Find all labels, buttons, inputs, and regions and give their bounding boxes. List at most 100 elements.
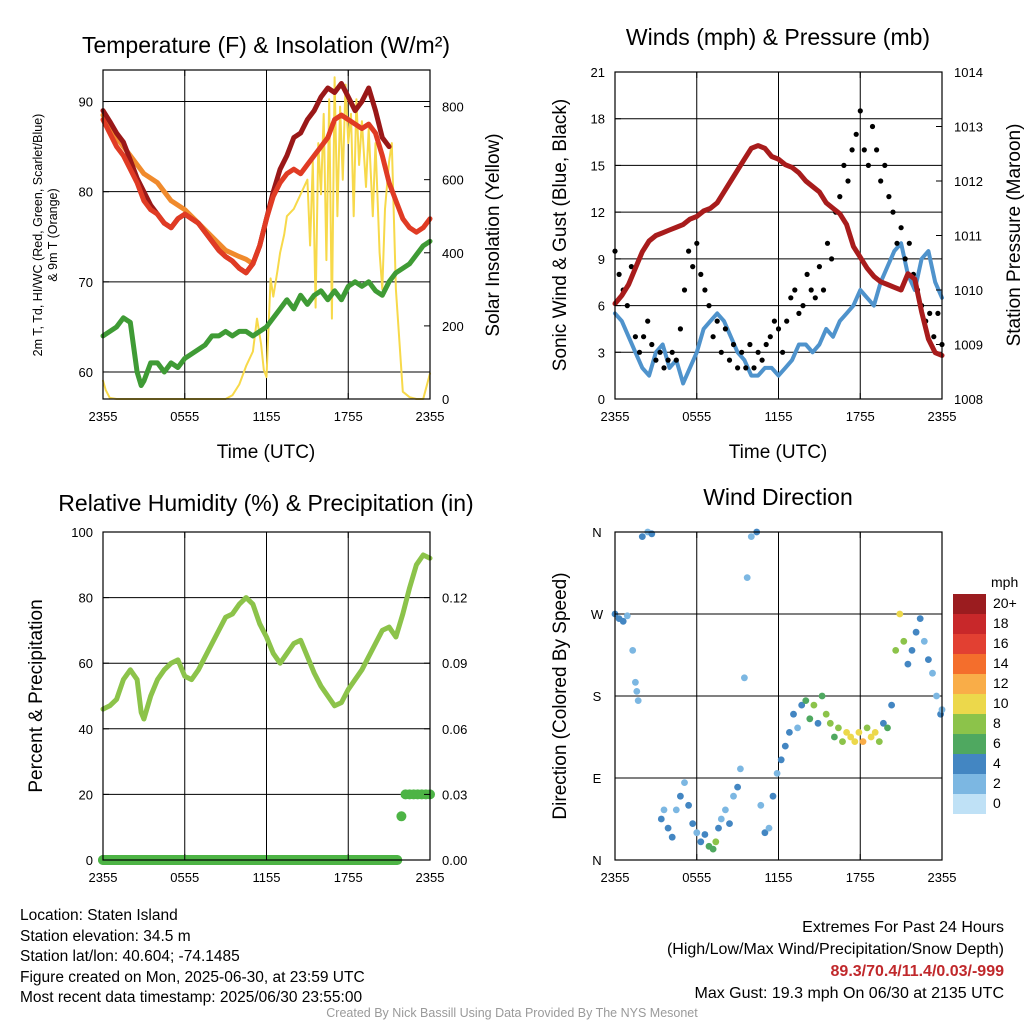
- gust-point: [816, 264, 823, 270]
- legend-swatch: [953, 634, 986, 654]
- direction-point: [851, 738, 859, 745]
- direction-point: [892, 647, 900, 654]
- gust-point: [677, 326, 684, 332]
- legend-label: 0: [993, 795, 1001, 811]
- gust-point: [767, 334, 773, 340]
- direction-point: [769, 792, 777, 800]
- y-tick-label: 15: [591, 158, 605, 173]
- x-tick-label: 0555: [682, 409, 711, 424]
- gust-point: [739, 349, 745, 355]
- y-tick-label: N: [592, 525, 601, 540]
- gust-point: [759, 357, 765, 363]
- x-tick-label: 2355: [416, 870, 445, 885]
- direction-point: [634, 697, 642, 704]
- gust-point: [657, 349, 663, 355]
- gust-point: [641, 334, 647, 340]
- legend-swatch: [953, 694, 986, 714]
- y-axis-title-right: Station Pressure (Maroon): [1004, 124, 1024, 347]
- x-axis-title: Time (UTC): [729, 442, 828, 463]
- y-tick-label-right: 400: [442, 246, 464, 261]
- gust-point: [624, 303, 630, 309]
- y-axis-title: Direction (Colored By Speed): [550, 572, 571, 819]
- legend-swatch: [953, 734, 986, 754]
- gust-point: [681, 287, 688, 293]
- y-tick-label-right: 0.12: [442, 591, 467, 606]
- direction-point: [920, 637, 928, 645]
- chart-title: Relative Humidity (%) & Precipitation (i…: [58, 490, 473, 516]
- gust-point: [645, 318, 651, 324]
- gust-point: [690, 264, 696, 270]
- x-tick-label: 0555: [170, 409, 199, 424]
- x-tick-label: 1155: [253, 409, 281, 424]
- y-tick-label-right: 1013: [954, 120, 983, 135]
- chart-title: Wind Direction: [703, 484, 853, 510]
- extremes-summary: Extremes For Past 24 Hours (High/Low/Max…: [667, 917, 1004, 1005]
- y-tick-label-right: 0.00: [442, 853, 467, 868]
- x-tick-label: 2355: [89, 409, 118, 424]
- direction-point: [925, 656, 932, 663]
- gust-point: [743, 365, 749, 371]
- y-tick-label-right: 0.09: [442, 656, 467, 671]
- legend-swatch: [953, 594, 986, 614]
- x-tick-label: 1155: [765, 409, 793, 424]
- y-tick-label: 40: [79, 722, 93, 737]
- y-tick-label-right: 1010: [954, 283, 983, 298]
- rh-line: [100, 552, 433, 722]
- legend-swatch: [953, 794, 986, 814]
- y-tick-label: W: [591, 607, 604, 622]
- direction-point: [777, 756, 785, 764]
- direction-point: [697, 838, 705, 846]
- legend-label: 6: [993, 735, 1001, 751]
- x-tick-label: 1755: [846, 870, 875, 885]
- direction-point: [884, 724, 891, 732]
- legend-title: mph: [991, 574, 1019, 590]
- direction-point: [888, 701, 895, 709]
- direction-point: [737, 765, 744, 773]
- gust-point: [665, 357, 671, 363]
- y-tick-label: 100: [71, 525, 93, 540]
- extremes-values: 89.3/70.4/11.4/0.03/-999: [830, 963, 1004, 980]
- direction-point: [623, 612, 631, 620]
- direction-point: [822, 710, 830, 718]
- direction-point: [633, 688, 641, 695]
- direction-point: [806, 715, 814, 723]
- x-tick-label: 1755: [334, 870, 363, 885]
- x-tick-label: 1755: [846, 409, 875, 424]
- y-tick-label: 3: [598, 345, 605, 360]
- direction-point: [741, 674, 748, 682]
- gust-point: [865, 162, 872, 168]
- direction-point: [722, 806, 729, 814]
- direction-point: [743, 574, 751, 581]
- direction-point: [863, 724, 871, 732]
- gust-point: [800, 303, 806, 309]
- gust-point: [837, 194, 843, 200]
- gust-point: [616, 271, 622, 277]
- gust-point: [792, 287, 798, 293]
- gust-point: [673, 357, 679, 363]
- direction-point: [693, 829, 701, 837]
- max-gust-text: Max Gust: 19.3 mph On 06/30 at 2135 UTC: [694, 985, 1005, 1002]
- gust-point: [808, 287, 814, 293]
- gust-point: [686, 248, 692, 254]
- y-tick-label: 20: [79, 787, 93, 802]
- y-tick-label-right: 800: [442, 100, 464, 115]
- winds-pressure-chart: Winds (mph) & Pressure (mb) Time (UTC) S…: [550, 24, 1024, 463]
- direction-point: [677, 792, 684, 800]
- gust-point: [706, 303, 712, 309]
- dewpoint-line: [100, 238, 433, 388]
- sonic-wind-line: [613, 241, 944, 386]
- direction-point: [689, 820, 697, 827]
- direction-point: [912, 628, 920, 636]
- y-tick-label-right: 0.03: [442, 787, 467, 802]
- x-tick-label: 1155: [253, 870, 281, 885]
- direction-point: [747, 533, 755, 540]
- y-tick-label: N: [592, 853, 601, 868]
- legend-swatch: [953, 774, 986, 794]
- y-tick-label-right: 0: [442, 392, 449, 407]
- direction-point: [781, 742, 789, 750]
- gust-point: [710, 334, 716, 340]
- y-tick-label-right: 600: [442, 173, 464, 188]
- direction-point: [859, 738, 867, 745]
- gust-point: [649, 341, 655, 348]
